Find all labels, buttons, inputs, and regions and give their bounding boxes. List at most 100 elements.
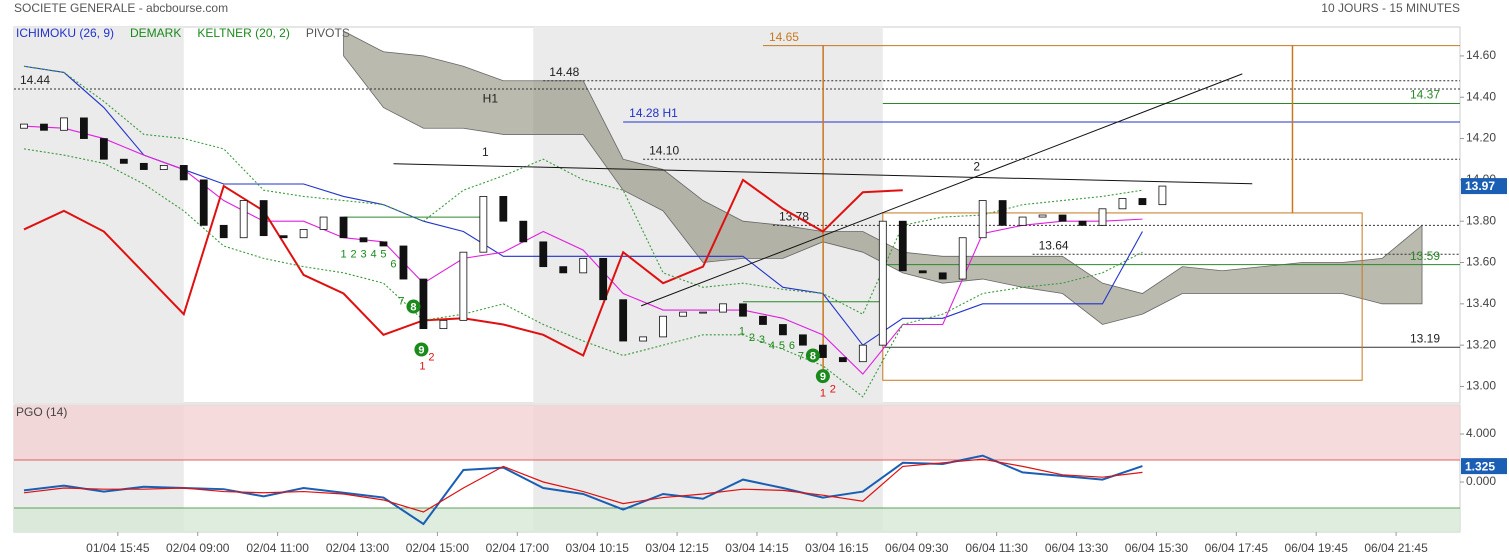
legend-entry: DEMARK: [130, 26, 181, 40]
last-value-label: 13.97: [1465, 179, 1495, 193]
candle: [80, 117, 88, 139]
ichimoku-cloud: [343, 30, 1423, 325]
trendline: [393, 163, 1253, 185]
demark-count: 1: [419, 361, 425, 373]
x-tick-label: 02/04 11:00: [246, 541, 309, 555]
candle: [40, 123, 48, 131]
pgo-line: [23, 458, 1143, 513]
candle: [99, 138, 108, 160]
candle: [119, 158, 128, 164]
demark-count: 1: [820, 388, 826, 400]
demark-count: 2: [830, 383, 836, 395]
candle: [419, 278, 428, 330]
demark-count: 8: [810, 350, 816, 362]
candle: [619, 299, 628, 342]
demark-count: 3: [759, 334, 765, 346]
y-tick-label: 13.40: [1466, 296, 1496, 310]
candle: [739, 303, 747, 317]
x-tick-label: 06/04 21:45: [1364, 541, 1428, 555]
candle: [379, 241, 388, 247]
candle: [20, 123, 28, 129]
demark-count: 5: [779, 340, 785, 352]
candle: [199, 179, 208, 226]
x-tick-label: 01/04 15:45: [86, 541, 150, 555]
candle: [159, 165, 168, 170]
candle: [779, 324, 787, 336]
candle: [359, 237, 368, 243]
chart-subtitle: 10 JOURS - 15 MINUTES: [1321, 1, 1460, 15]
demark-count: 6: [390, 258, 396, 270]
x-tick-label: 03/04 16:15: [805, 541, 869, 555]
pivot-label: 13.19: [1410, 331, 1440, 345]
candle: [479, 196, 488, 253]
candle: [1078, 220, 1087, 226]
candle: [139, 162, 148, 170]
candle: [858, 344, 867, 363]
y-tick-label: 14.40: [1466, 89, 1496, 103]
last-value-label: 1.325: [1465, 459, 1495, 473]
demark-circle: [414, 342, 429, 357]
candle: [539, 241, 548, 268]
demark-count: 3: [360, 249, 366, 261]
candle: [679, 311, 687, 317]
range-box: [822, 45, 824, 381]
x-tick-label: 03/04 14:15: [725, 541, 789, 555]
candle: [439, 319, 448, 330]
candle: [299, 229, 308, 239]
candle: [499, 196, 508, 222]
candle: [659, 315, 668, 338]
pivot-label: 13.59: [1410, 249, 1440, 263]
candle: [818, 344, 827, 358]
pivot-label: 13.64: [1039, 238, 1069, 252]
y-tick-label: 13.80: [1466, 213, 1496, 227]
demark-count: 4: [769, 340, 775, 352]
demark-count: 8: [410, 301, 416, 313]
last-value-box: [1461, 458, 1507, 475]
x-tick-label: 03/04 12:15: [645, 541, 709, 555]
annotation: H1: [483, 91, 499, 105]
indicator-line: [23, 65, 1143, 315]
candle: [519, 220, 528, 243]
candle: [399, 245, 408, 280]
candle: [279, 235, 288, 239]
candle: [719, 303, 727, 313]
candle: [319, 216, 328, 230]
x-tick-label: 06/04 11:30: [965, 541, 1028, 555]
y-tick-label: 13.60: [1466, 255, 1496, 269]
x-tick-label: 06/04 13:30: [1045, 541, 1109, 555]
candle: [878, 220, 887, 346]
candle: [898, 220, 907, 272]
chart-title: SOCIETE GENERALE - abcbourse.com: [14, 1, 228, 15]
candle: [1058, 214, 1067, 222]
x-tick-label: 02/04 17:00: [486, 541, 550, 555]
candle: [918, 270, 927, 274]
pivot-label: 14.65: [769, 30, 799, 44]
x-tick-label: 06/04 17:45: [1205, 541, 1269, 555]
candle: [978, 200, 987, 239]
demark-circle: [406, 299, 421, 314]
candle: [559, 266, 568, 274]
legend-entry: PIVOTS: [306, 26, 350, 40]
x-tick-label: 03/04 10:15: [565, 541, 629, 555]
pivot-label: 14.48: [549, 65, 579, 79]
candle: [759, 315, 767, 325]
pgo-zone: [14, 508, 1460, 532]
candle: [239, 200, 248, 239]
demark-count: 1: [340, 249, 346, 261]
candle: [799, 334, 807, 346]
demark-count: 2: [749, 332, 755, 344]
candle: [1158, 185, 1167, 206]
indicator-line: [23, 125, 1143, 375]
pgo-title: PGO (14): [16, 405, 67, 419]
pivot-label: 14.28 H1: [629, 106, 678, 120]
legend-entry: KELTNER (20, 2): [197, 26, 289, 40]
y-tick-label: 0.000: [1466, 474, 1496, 488]
candle: [938, 272, 947, 280]
candle: [459, 251, 468, 321]
demark-count: 5: [380, 249, 386, 261]
range-box: [1291, 45, 1294, 214]
x-tick-label: 06/04 15:30: [1125, 541, 1189, 555]
demark-circle: [805, 348, 820, 363]
demark-count: 2: [350, 249, 356, 261]
